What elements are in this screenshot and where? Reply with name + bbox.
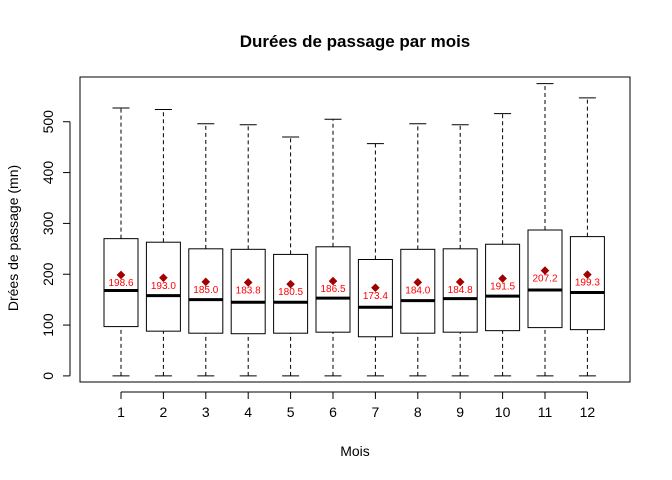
mean-marker bbox=[371, 283, 380, 293]
y-axis-title: Drées de passage (mn) bbox=[5, 165, 21, 311]
mean-marker bbox=[540, 266, 550, 275]
box-body bbox=[145, 241, 181, 332]
x-tick-label: 4 bbox=[244, 404, 252, 420]
mean-label: 186.5 bbox=[320, 284, 345, 295]
box-body bbox=[485, 243, 521, 332]
box-month-6 bbox=[315, 118, 351, 377]
box-body bbox=[315, 246, 351, 333]
box-body bbox=[569, 236, 605, 331]
plot-frame bbox=[79, 76, 631, 383]
mean-label: 207.2 bbox=[532, 274, 557, 285]
y-tick-label: 200 bbox=[40, 262, 56, 286]
box-body bbox=[527, 229, 563, 329]
box-month-8 bbox=[400, 123, 436, 377]
box-body bbox=[103, 238, 139, 328]
x-tick-label: 8 bbox=[414, 404, 422, 420]
mean-marker bbox=[243, 278, 253, 287]
x-tick-label: 12 bbox=[580, 404, 596, 420]
x-tick-label: 6 bbox=[329, 404, 337, 420]
box-month-2 bbox=[145, 109, 181, 377]
chart-title: Durées de passage par mois bbox=[240, 32, 471, 51]
y-tick-label: 300 bbox=[40, 212, 56, 236]
box-body bbox=[273, 253, 309, 334]
box-month-9 bbox=[442, 124, 478, 377]
mean-label: 180.5 bbox=[278, 287, 303, 298]
box-month-11 bbox=[527, 83, 563, 377]
box-body bbox=[400, 248, 436, 334]
x-tick-label: 10 bbox=[495, 404, 511, 420]
mean-label: 193.0 bbox=[151, 281, 176, 292]
mean-marker bbox=[583, 270, 592, 279]
mean-marker bbox=[328, 276, 338, 286]
box-body bbox=[230, 248, 266, 335]
x-tick-label: 11 bbox=[538, 404, 553, 420]
x-axis: 1 2 3 4 5 6 7 8 9 10 11 12 bbox=[117, 391, 596, 420]
box-month-12 bbox=[569, 97, 605, 377]
box-month-10 bbox=[485, 113, 521, 377]
box-body bbox=[357, 258, 393, 338]
mean-marker bbox=[286, 279, 295, 289]
box-month-3 bbox=[188, 123, 224, 377]
x-axis-title: Mois bbox=[340, 443, 370, 459]
mean-marker bbox=[201, 277, 211, 287]
mean-label: 184.0 bbox=[405, 285, 430, 296]
x-tick-label: 1 bbox=[117, 404, 125, 420]
x-tick-label: 9 bbox=[456, 404, 464, 420]
mean-marker bbox=[498, 274, 507, 283]
y-tick-label: 400 bbox=[40, 161, 56, 185]
box-body bbox=[442, 248, 478, 333]
mean-marker bbox=[159, 273, 168, 283]
mean-label: 198.6 bbox=[108, 278, 133, 289]
mean-label: 183.8 bbox=[236, 285, 261, 296]
mean-marker bbox=[116, 270, 126, 280]
y-tick-label: 100 bbox=[40, 313, 56, 337]
box-series bbox=[103, 83, 605, 377]
y-tick-label: 500 bbox=[40, 110, 56, 134]
mean-label: 191.5 bbox=[490, 282, 515, 293]
x-tick-label: 3 bbox=[202, 404, 210, 420]
box-body bbox=[188, 248, 224, 334]
mean-label: 173.4 bbox=[363, 291, 388, 302]
mean-marker bbox=[455, 277, 465, 287]
mean-marker bbox=[413, 278, 423, 287]
mean-series: 198.6 193.0 185.0 183.8 180.5 186.5 173.4 184.0… bbox=[108, 266, 600, 302]
mean-label: 199.3 bbox=[575, 278, 600, 289]
box-month-7 bbox=[357, 143, 393, 377]
y-tick-label: 0 bbox=[40, 372, 56, 380]
x-tick-label: 2 bbox=[160, 404, 168, 420]
x-tick-label: 5 bbox=[287, 404, 295, 420]
box-month-4 bbox=[230, 124, 266, 377]
mean-label: 185.0 bbox=[193, 285, 218, 296]
y-axis: 0 100 200 300 400 500 bbox=[40, 110, 71, 380]
box-month-1 bbox=[103, 107, 139, 377]
mean-label: 184.8 bbox=[448, 285, 473, 296]
x-tick-label: 7 bbox=[372, 404, 380, 420]
box-month-5 bbox=[273, 136, 309, 377]
